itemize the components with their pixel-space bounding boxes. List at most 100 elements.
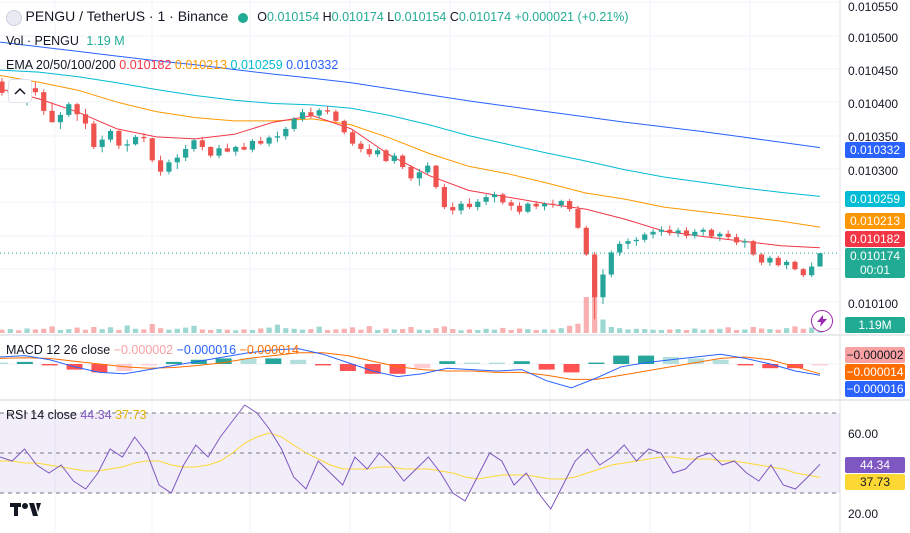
candle-body (633, 239, 639, 242)
volume-bar (625, 329, 631, 333)
volume-bar (174, 328, 180, 333)
volume-bar (458, 330, 464, 333)
macd-histogram-bar (364, 364, 381, 374)
ohlc-l-value: 0.010154 (394, 10, 447, 24)
volume-bar (324, 330, 331, 333)
ema-legend-label: EMA 20/50/100/200 (6, 58, 116, 72)
macd-signal-line (0, 352, 821, 380)
volume-bar (49, 326, 55, 333)
macd-histogram-bar (439, 361, 456, 364)
volume-bar (16, 330, 22, 333)
volume-bar (149, 324, 155, 333)
alerts-lightning-button[interactable] (811, 310, 833, 332)
volume-bar (725, 327, 731, 333)
candle-body (74, 104, 80, 115)
candle-body (784, 261, 790, 266)
candle-body (116, 130, 122, 146)
candle-body (533, 203, 539, 207)
candle-body (324, 110, 331, 112)
ohlc-c-label: C (449, 10, 459, 24)
macd-histogram-bar (787, 364, 804, 369)
volume-bar (792, 326, 798, 333)
volume-bar (775, 329, 781, 333)
candle-body (433, 165, 439, 188)
candle-body (491, 194, 498, 198)
candle-body (199, 140, 205, 147)
ohlc-l-label: L (387, 10, 395, 24)
candle-body (600, 274, 606, 298)
volume-bar (533, 330, 539, 333)
rsi-ma-line (0, 432, 821, 480)
volume-bar (600, 319, 606, 333)
macd-histogram-bar (240, 358, 257, 364)
candle-body (592, 254, 598, 298)
candle-body (366, 148, 372, 155)
macd-hist-value: −0.000002 (113, 343, 174, 357)
volume-bar (316, 326, 322, 333)
volume-bar (391, 329, 397, 333)
candle-body (725, 233, 731, 238)
macd-histogram-bar (165, 361, 182, 364)
candle-body (775, 257, 781, 266)
ema20-line (0, 88, 821, 249)
volume-legend[interactable]: Vol · PENGU 1.19 M (6, 34, 125, 48)
volume-bar (550, 329, 556, 333)
macd-histogram-bar (265, 358, 282, 364)
macd-histogram-bar (538, 364, 555, 370)
volume-bar (91, 327, 97, 333)
volume-bar (466, 329, 473, 333)
volume-bar (692, 328, 698, 333)
price-tick: 0.010450 (848, 64, 899, 78)
price-tick: 0.010500 (848, 31, 899, 45)
candle-body (742, 241, 748, 243)
volume-bar (675, 329, 681, 333)
ohlc-change: +0.000021 (+0.21%) (514, 10, 629, 24)
volume-bar (291, 328, 297, 333)
volume-bar (116, 330, 122, 333)
macd-legend[interactable]: MACD 12 26 close −0.000002 −0.000016 −0.… (6, 343, 299, 357)
volume-bar (642, 329, 648, 333)
candle-body (299, 112, 306, 119)
candle-body (316, 110, 322, 116)
symbol-title[interactable]: PENGU / TetherUS · 1 · Binance (25, 8, 229, 24)
candle-body (66, 104, 72, 115)
volume-bar (475, 330, 481, 333)
ema50-value: 0.010213 (174, 58, 228, 72)
volume-bar (758, 328, 765, 333)
ohlc-h-label: H (322, 10, 332, 24)
macd-histogram-bar (464, 362, 481, 364)
volume-bar (124, 325, 130, 333)
volume-bar (183, 327, 189, 333)
candle-body (191, 140, 197, 149)
candle-body (483, 197, 489, 202)
last-price-value: 0.010174 (849, 249, 901, 263)
symbol-logo-icon (6, 9, 22, 26)
price-tick: 0.010400 (848, 97, 899, 111)
collapse-legend-button[interactable] (8, 79, 32, 103)
volume-bar (74, 327, 80, 333)
candle-body (91, 123, 97, 147)
ema200-line (0, 41, 821, 149)
volume-bar (358, 329, 364, 333)
candle-body (241, 146, 247, 150)
candle-body (758, 254, 765, 263)
ema100-value: 0.010259 (230, 58, 283, 72)
volume-bar (141, 329, 147, 333)
volume-bar (400, 329, 406, 333)
macd-histogram-bar (687, 358, 704, 364)
ohlc-c-value: 0.010174 (458, 10, 512, 24)
ema-legend[interactable]: EMA 20/50/100/200 0.010182 0.010213 0.01… (6, 58, 338, 72)
volume-bar (57, 330, 64, 333)
volume-bar (733, 330, 740, 333)
candle-body (107, 130, 114, 140)
candle-body (99, 139, 105, 147)
candle-body (809, 266, 815, 276)
macd-histogram-bar (389, 364, 406, 374)
rsi-legend[interactable]: RSI 14 close 44.34 37.73 (6, 408, 146, 422)
volume-bar (7, 329, 13, 333)
volume-bar (700, 329, 706, 333)
ema-lines (0, 41, 821, 249)
candle-body (566, 201, 573, 210)
